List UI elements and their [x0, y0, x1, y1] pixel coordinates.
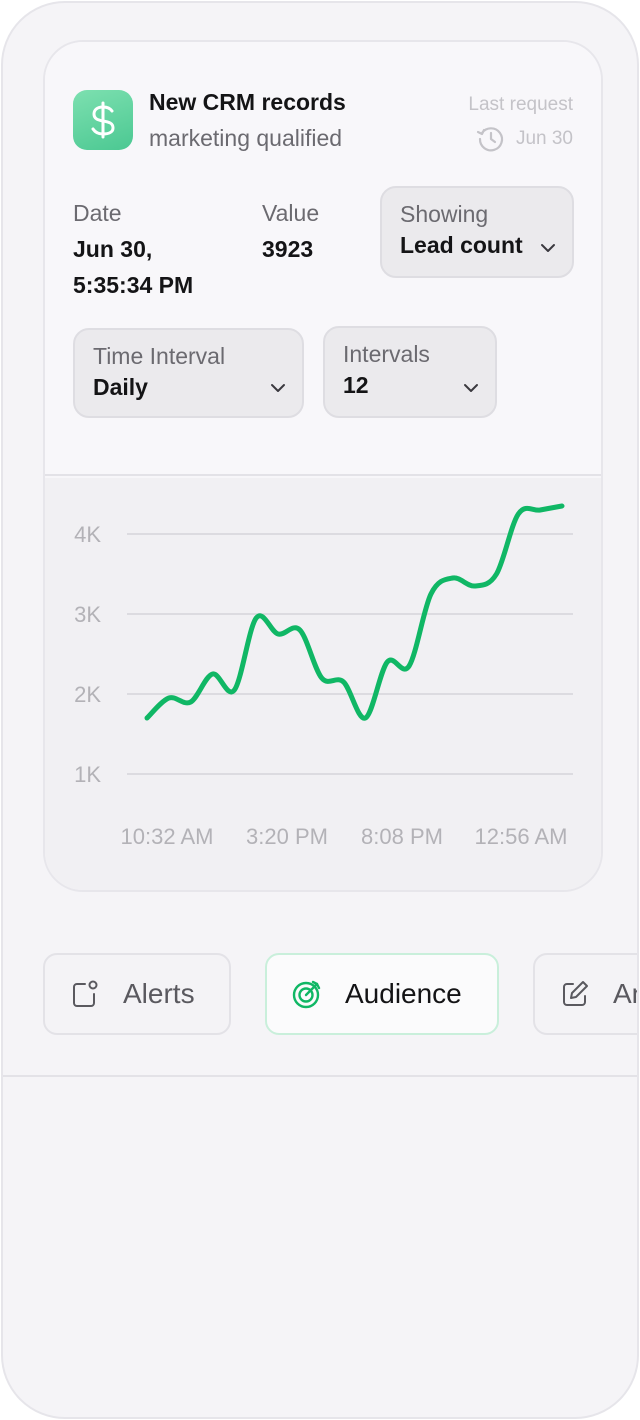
- chart-area: 4K 3K 2K 1K 10:32 AM 3:20 PM 8:08 PM 12:56 AM: [45, 478, 601, 890]
- showing-select[interactable]: Showing Lead count: [380, 186, 574, 278]
- last-request-date-text: Jun 30: [515, 128, 573, 149]
- chevron-down-icon: [271, 384, 285, 392]
- card-header-section: New CRM records marketing qualified Last…: [45, 42, 601, 476]
- time-interval-value: Daily: [93, 374, 148, 400]
- chevron-down-icon: [464, 384, 478, 392]
- intervals-value: 12: [343, 372, 369, 398]
- date-value-line1: Jun 30,: [73, 236, 153, 262]
- date-value: Jun 30, 5:35:34 PM: [73, 231, 193, 303]
- line-chart: 4K 3K 2K 1K 10:32 AM 3:20 PM 8:08 PM 12:56 AM: [74, 503, 573, 849]
- y-tick-label: 2K: [74, 682, 101, 707]
- card-subtitle: marketing qualified: [149, 125, 343, 151]
- x-tick-label: 10:32 AM: [121, 824, 214, 849]
- last-request-date: Jun 30: [476, 124, 573, 154]
- history-clock-icon: [476, 127, 504, 152]
- time-interval-select[interactable]: Time Interval Daily: [73, 328, 304, 418]
- chevron-down-icon: [541, 244, 555, 252]
- series-line: [144, 503, 565, 721]
- date-value-line2: 5:35:34 PM: [73, 272, 194, 298]
- tab-bar: Alerts Audience An: [3, 951, 637, 1037]
- tab-alerts-label: Alerts: [123, 978, 195, 1009]
- last-request-label: Last request: [468, 94, 573, 115]
- dollar-app-icon: [73, 90, 133, 150]
- x-tick-label: 8:08 PM: [361, 824, 443, 849]
- date-label: Date: [73, 200, 122, 226]
- divider: [3, 1075, 637, 1077]
- target-icon: [292, 980, 321, 1009]
- value-label: Value: [262, 200, 320, 226]
- tab-audience-label: Audience: [345, 978, 462, 1009]
- showing-label: Showing: [400, 201, 489, 227]
- x-tick-label: 3:20 PM: [246, 824, 328, 849]
- card-title: New CRM records: [149, 89, 346, 115]
- value-block: Value 3923: [262, 200, 319, 267]
- y-tick-label: 1K: [74, 762, 101, 787]
- x-tick-label: 12:56 AM: [475, 824, 568, 849]
- intervals-label: Intervals: [343, 341, 430, 367]
- tab-alerts[interactable]: Alerts: [43, 953, 231, 1035]
- metric-card: New CRM records marketing qualified Last…: [43, 40, 603, 892]
- value-number: 3923: [262, 236, 314, 262]
- showing-value: Lead count: [400, 232, 523, 258]
- tab-third[interactable]: An: [533, 953, 637, 1035]
- edit-icon: [563, 981, 588, 1006]
- tab-third-label: An: [613, 978, 637, 1009]
- y-tick-label: 3K: [74, 602, 101, 627]
- alert-square-icon: [73, 980, 98, 1007]
- dollar-icon: [91, 101, 115, 139]
- time-interval-label: Time Interval: [93, 343, 226, 369]
- tab-audience[interactable]: Audience: [265, 953, 499, 1035]
- intervals-select[interactable]: Intervals 12: [323, 326, 497, 418]
- date-block: Date Jun 30, 5:35:34 PM: [73, 200, 193, 303]
- y-tick-label: 4K: [74, 522, 101, 547]
